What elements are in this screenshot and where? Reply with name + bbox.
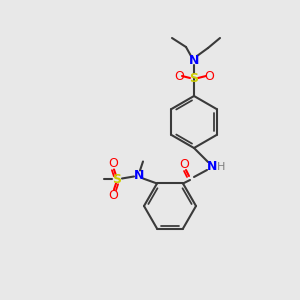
Text: O: O [108, 189, 118, 202]
Text: O: O [179, 158, 189, 170]
Text: O: O [174, 70, 184, 83]
Text: S: S [190, 71, 199, 85]
Text: N: N [189, 53, 199, 67]
Text: O: O [108, 157, 118, 170]
Text: S: S [112, 173, 122, 186]
Text: N: N [134, 169, 144, 182]
Text: N: N [207, 160, 217, 172]
Text: O: O [204, 70, 214, 83]
Text: H: H [217, 162, 225, 172]
